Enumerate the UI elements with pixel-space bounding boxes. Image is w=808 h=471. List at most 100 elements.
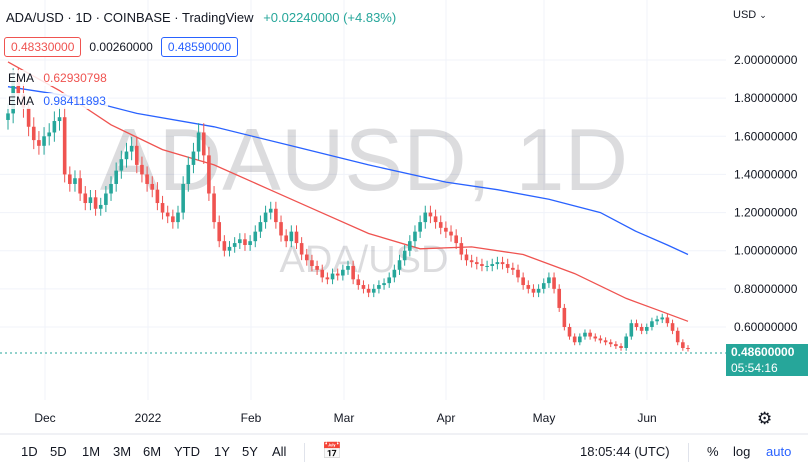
timeframe-5y[interactable]: 5Y [242,444,258,459]
y-tick-label: 2.00000000 [734,53,798,67]
candle-body [155,189,160,204]
candle-body [47,132,52,137]
timeframe-6m[interactable]: 6M [143,444,162,459]
percent-scale-button[interactable]: % [707,444,719,459]
timeframe-1d[interactable]: 1D [21,444,38,459]
candle-body [531,288,536,293]
candle-body [268,208,273,213]
candle-body [325,277,330,280]
candle-body [552,277,556,289]
candle-body [603,340,608,343]
symbol-title[interactable]: ADA/USD · 1D · COINBASE · TradingView [6,10,254,25]
y-tick-label: 0.60000000 [734,320,798,334]
candle-body [536,288,541,293]
candle-body [371,288,376,293]
utc-clock[interactable]: 18:05:44 (UTC) [580,444,670,459]
candle-body [614,344,618,347]
x-axis: Dec 2022 Feb Mar Apr May Jun [34,411,656,425]
candle-body [37,140,41,146]
candle-body [68,174,72,184]
candle-body [454,235,458,244]
y-tick-label: 1.00000000 [734,244,798,258]
x-tick-label: Apr [437,411,456,425]
candle-body [330,273,335,280]
candle-body [639,327,644,331]
candle-body [52,121,57,133]
candle-body [356,279,361,286]
candle-body [366,288,371,293]
candle-body [547,277,551,284]
candle-body [578,336,582,343]
ema-fast-value: 0.62930798 [43,71,107,85]
ema-fast-name: EMA [8,71,35,85]
candle-body [140,164,144,175]
y-tick-label: 1.80000000 [734,91,798,105]
candle-body [315,265,319,270]
candle-body [129,145,134,152]
candle-body [207,155,211,194]
watermark-main: ADAUSD, 1D [100,110,628,209]
candle-body [433,216,438,223]
candle-body [114,170,118,184]
candle-body [93,197,98,209]
candle-body [258,222,263,232]
date-range-icon[interactable]: 📅 [322,443,342,460]
candle-body [619,346,623,348]
chevron-down-icon: ⌄ [759,10,767,20]
candle-body [42,136,46,146]
currency-select[interactable]: USD ⌄ [733,9,767,21]
timeframe-all[interactable]: All [272,444,287,459]
price-tag-countdown: 05:54:16 [726,361,808,376]
candle-body [289,231,294,242]
timeframe-3m[interactable]: 3M [113,444,132,459]
candle-body [253,231,258,242]
candle-body [227,246,232,251]
candle-body [279,222,283,236]
candle-body [377,285,381,289]
timeframe-5d[interactable]: 5D [50,444,67,459]
x-tick-label: Dec [34,411,55,425]
candle-body [485,265,489,267]
candle-body [160,203,165,213]
auto-scale-button[interactable]: auto [766,444,792,459]
y-tick-label: 1.40000000 [734,167,798,181]
candle-body [469,260,474,263]
timeframe-1m[interactable]: 1M [82,444,101,459]
candle-body [650,321,654,327]
bottom-toolbar: 1D 5D 1M 3M 6M YTD 1Y 5Y All 📅 18:05:44 … [0,434,808,471]
settings-gear-icon[interactable]: ⚙ [757,409,773,428]
timeframe-1y[interactable]: 1Y [214,444,230,459]
ema-fast-legend[interactable]: EMA 0.62930798 [6,70,109,86]
candle-body [104,193,108,205]
price-tag-price: 0.48600000 [726,344,808,361]
candle-body [73,178,77,184]
candle-body [660,317,665,320]
candle-body [263,212,268,223]
candle-body [304,254,309,261]
candle-body [521,277,525,286]
candle-body [361,285,366,289]
candle-body [474,262,479,265]
candle-body [583,332,587,337]
candle-body [665,317,670,324]
open-price-box: 0.48330000 [4,37,82,57]
candle-body [675,330,680,343]
candle-body [387,277,392,284]
candle-body [248,241,252,245]
log-scale-button[interactable]: log [733,444,751,459]
candle-body [16,79,21,95]
timeframe-ytd[interactable]: YTD [174,444,200,459]
candle-body [526,285,531,289]
candle-body [274,208,278,223]
candle-body [413,231,417,242]
candle-body [134,145,139,165]
ema-slow-legend[interactable]: EMA 0.98411893 [6,93,108,109]
chart-header: ADA/USD · 1D · COINBASE · TradingView +0… [6,10,396,25]
candle-body [397,260,402,270]
candle-body [98,204,103,209]
spread-value: 0.00260000 [89,40,153,54]
candle-body [593,336,598,339]
candle-body [681,342,685,348]
